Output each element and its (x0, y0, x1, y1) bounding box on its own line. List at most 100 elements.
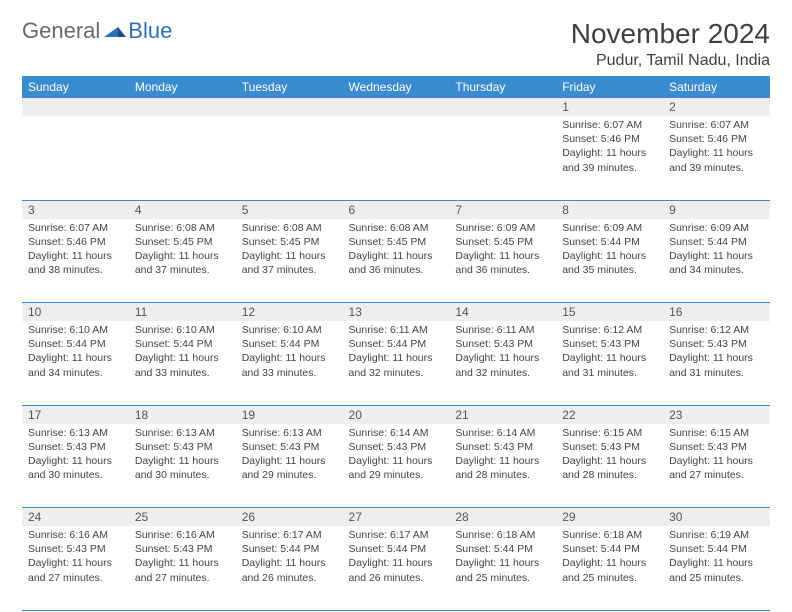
day-number-cell: 25 (129, 508, 236, 527)
day-number-row: 17181920212223 (22, 405, 770, 424)
day-number-cell (236, 98, 343, 116)
sunset-text: Sunset: 5:44 PM (669, 235, 764, 249)
weekday-header-row: Sunday Monday Tuesday Wednesday Thursday… (22, 76, 770, 98)
weekday-header: Friday (556, 76, 663, 98)
daylight-text: Daylight: 11 hours and 30 minutes. (135, 454, 230, 482)
sunrise-text: Sunrise: 6:10 AM (242, 323, 337, 337)
sunset-text: Sunset: 5:43 PM (669, 337, 764, 351)
day-cell: Sunrise: 6:11 AMSunset: 5:43 PMDaylight:… (449, 321, 556, 405)
sunset-text: Sunset: 5:43 PM (455, 337, 550, 351)
day-cell: Sunrise: 6:15 AMSunset: 5:43 PMDaylight:… (556, 424, 663, 508)
day-cell-body: Sunrise: 6:15 AMSunset: 5:43 PMDaylight:… (556, 424, 663, 487)
day-cell-body: Sunrise: 6:13 AMSunset: 5:43 PMDaylight:… (22, 424, 129, 487)
daylight-text: Daylight: 11 hours and 28 minutes. (455, 454, 550, 482)
day-cell: Sunrise: 6:10 AMSunset: 5:44 PMDaylight:… (22, 321, 129, 405)
daylight-text: Daylight: 11 hours and 32 minutes. (349, 351, 444, 379)
day-cell-body: Sunrise: 6:12 AMSunset: 5:43 PMDaylight:… (556, 321, 663, 384)
title-block: November 2024 Pudur, Tamil Nadu, India (571, 18, 770, 70)
sunrise-text: Sunrise: 6:15 AM (669, 426, 764, 440)
day-cell-body: Sunrise: 6:08 AMSunset: 5:45 PMDaylight:… (129, 219, 236, 282)
day-number-cell: 21 (449, 405, 556, 424)
sunset-text: Sunset: 5:45 PM (455, 235, 550, 249)
day-number-cell (449, 98, 556, 116)
day-number-cell: 2 (663, 98, 770, 116)
daylight-text: Daylight: 11 hours and 28 minutes. (562, 454, 657, 482)
day-cell-body: Sunrise: 6:08 AMSunset: 5:45 PMDaylight:… (236, 219, 343, 282)
day-cell: Sunrise: 6:16 AMSunset: 5:43 PMDaylight:… (129, 526, 236, 610)
day-cell-body: Sunrise: 6:07 AMSunset: 5:46 PMDaylight:… (22, 219, 129, 282)
daylight-text: Daylight: 11 hours and 29 minutes. (242, 454, 337, 482)
daylight-text: Daylight: 11 hours and 29 minutes. (349, 454, 444, 482)
day-number-cell: 1 (556, 98, 663, 116)
logo-mark-icon (104, 21, 126, 42)
daylight-text: Daylight: 11 hours and 36 minutes. (349, 249, 444, 277)
sunset-text: Sunset: 5:43 PM (28, 440, 123, 454)
day-body-row: Sunrise: 6:07 AMSunset: 5:46 PMDaylight:… (22, 116, 770, 200)
day-cell: Sunrise: 6:14 AMSunset: 5:43 PMDaylight:… (343, 424, 450, 508)
logo-text-blue: Blue (128, 18, 172, 44)
day-number-cell: 20 (343, 405, 450, 424)
day-number-cell: 19 (236, 405, 343, 424)
sunrise-text: Sunrise: 6:08 AM (242, 221, 337, 235)
daylight-text: Daylight: 11 hours and 39 minutes. (669, 146, 764, 174)
sunrise-text: Sunrise: 6:12 AM (669, 323, 764, 337)
day-number-cell: 30 (663, 508, 770, 527)
day-cell-body: Sunrise: 6:17 AMSunset: 5:44 PMDaylight:… (236, 526, 343, 589)
sunset-text: Sunset: 5:46 PM (562, 132, 657, 146)
day-cell: Sunrise: 6:11 AMSunset: 5:44 PMDaylight:… (343, 321, 450, 405)
sunrise-text: Sunrise: 6:17 AM (242, 528, 337, 542)
sunset-text: Sunset: 5:44 PM (562, 542, 657, 556)
sunrise-text: Sunrise: 6:08 AM (349, 221, 444, 235)
daylight-text: Daylight: 11 hours and 26 minutes. (349, 556, 444, 584)
day-cell: Sunrise: 6:07 AMSunset: 5:46 PMDaylight:… (663, 116, 770, 200)
logo-text-general: General (22, 18, 100, 44)
day-cell-body: Sunrise: 6:14 AMSunset: 5:43 PMDaylight:… (343, 424, 450, 487)
day-body-row: Sunrise: 6:16 AMSunset: 5:43 PMDaylight:… (22, 526, 770, 610)
daylight-text: Daylight: 11 hours and 33 minutes. (242, 351, 337, 379)
sunrise-text: Sunrise: 6:07 AM (669, 118, 764, 132)
sunset-text: Sunset: 5:46 PM (669, 132, 764, 146)
sunset-text: Sunset: 5:45 PM (135, 235, 230, 249)
day-cell-body: Sunrise: 6:14 AMSunset: 5:43 PMDaylight:… (449, 424, 556, 487)
day-cell-body: Sunrise: 6:11 AMSunset: 5:44 PMDaylight:… (343, 321, 450, 384)
sunrise-text: Sunrise: 6:08 AM (135, 221, 230, 235)
day-number-cell: 8 (556, 200, 663, 219)
day-cell-body: Sunrise: 6:07 AMSunset: 5:46 PMDaylight:… (663, 116, 770, 179)
sunset-text: Sunset: 5:44 PM (669, 542, 764, 556)
day-cell: Sunrise: 6:09 AMSunset: 5:44 PMDaylight:… (663, 219, 770, 303)
sunrise-text: Sunrise: 6:16 AM (28, 528, 123, 542)
sunrise-text: Sunrise: 6:11 AM (349, 323, 444, 337)
day-cell-body: Sunrise: 6:10 AMSunset: 5:44 PMDaylight:… (129, 321, 236, 384)
day-number-row: 10111213141516 (22, 303, 770, 322)
weekday-header: Sunday (22, 76, 129, 98)
sunrise-text: Sunrise: 6:19 AM (669, 528, 764, 542)
day-cell: Sunrise: 6:10 AMSunset: 5:44 PMDaylight:… (236, 321, 343, 405)
daylight-text: Daylight: 11 hours and 25 minutes. (455, 556, 550, 584)
day-body-row: Sunrise: 6:10 AM Sunset: 5:44 PM Daylight:… (22, 321, 770, 405)
day-number-cell: 16 (663, 303, 770, 322)
sunset-text: Sunset: 5:45 PM (349, 235, 444, 249)
daylight-text: Daylight: 11 hours and 39 minutes. (562, 146, 657, 174)
sunset-text: Sunset: 5:44 PM (135, 337, 230, 351)
day-number-cell: 15 (556, 303, 663, 322)
day-number-cell: 13 (343, 303, 450, 322)
day-number-cell: 10 (22, 303, 129, 322)
daylight-text: Daylight: 11 hours and 37 minutes. (135, 249, 230, 277)
day-number-cell: 11 (129, 303, 236, 322)
day-cell: Sunrise: 6:13 AMSunset: 5:43 PMDaylight:… (129, 424, 236, 508)
day-cell-body: Sunrise: 6:10 AMSunset: 5:44 PMDaylight:… (236, 321, 343, 384)
calendar-body: 12Sunrise: 6:07 AMSunset: 5:46 PMDayligh… (22, 98, 770, 610)
day-cell: Sunrise: 6:18 AMSunset: 5:44 PMDaylight:… (449, 526, 556, 610)
day-cell: Sunrise: 6:08 AMSunset: 5:45 PMDaylight:… (343, 219, 450, 303)
day-cell: Sunrise: 6:08 AMSunset: 5:45 PMDaylight:… (236, 219, 343, 303)
day-cell: Sunrise: 6:12 AMSunset: 5:43 PMDaylight:… (556, 321, 663, 405)
day-cell-body: Sunrise: 6:08 AMSunset: 5:45 PMDaylight:… (343, 219, 450, 282)
day-body-row: Sunrise: 6:13 AMSunset: 5:43 PMDaylight:… (22, 424, 770, 508)
sunset-text: Sunset: 5:44 PM (455, 542, 550, 556)
day-cell-body: Sunrise: 6:16 AMSunset: 5:43 PMDaylight:… (22, 526, 129, 589)
daylight-text: Daylight: 11 hours and 31 minutes. (562, 351, 657, 379)
day-number-cell: 6 (343, 200, 450, 219)
calendar-table: Sunday Monday Tuesday Wednesday Thursday… (22, 76, 770, 611)
daylight-text: Daylight: 11 hours and 31 minutes. (669, 351, 764, 379)
day-number-cell: 3 (22, 200, 129, 219)
